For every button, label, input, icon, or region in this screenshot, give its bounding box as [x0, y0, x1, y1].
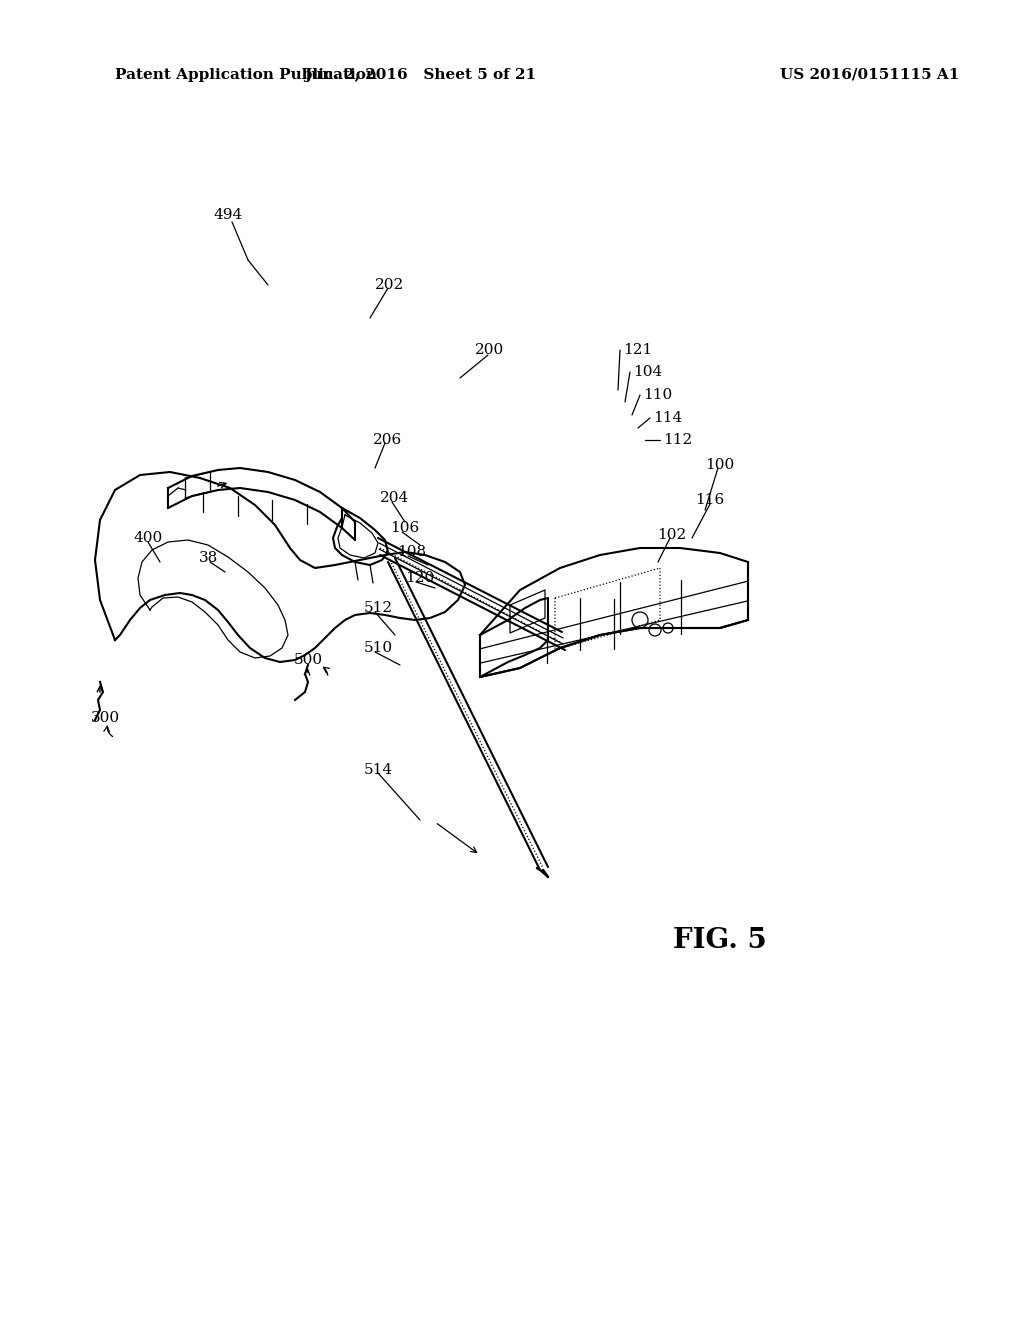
Text: 300: 300 — [90, 711, 120, 725]
Text: 110: 110 — [643, 388, 673, 403]
Text: 512: 512 — [364, 601, 392, 615]
Text: 494: 494 — [213, 209, 243, 222]
Text: 108: 108 — [397, 545, 427, 558]
Text: 200: 200 — [475, 343, 505, 356]
Text: 204: 204 — [380, 491, 410, 506]
Text: 400: 400 — [133, 531, 163, 545]
Text: Patent Application Publication: Patent Application Publication — [115, 69, 377, 82]
Text: FIG. 5: FIG. 5 — [673, 927, 767, 953]
Text: 500: 500 — [294, 653, 323, 667]
Text: 114: 114 — [653, 411, 683, 425]
Text: 100: 100 — [706, 458, 734, 473]
Text: 514: 514 — [364, 763, 392, 777]
Text: 38: 38 — [199, 550, 218, 565]
Text: 104: 104 — [634, 366, 663, 379]
Text: 510: 510 — [364, 642, 392, 655]
Text: 121: 121 — [624, 343, 652, 356]
Text: Jun. 2, 2016   Sheet 5 of 21: Jun. 2, 2016 Sheet 5 of 21 — [304, 69, 536, 82]
Text: 112: 112 — [664, 433, 692, 447]
Text: 102: 102 — [657, 528, 687, 543]
Text: 106: 106 — [390, 521, 420, 535]
Text: 116: 116 — [695, 492, 725, 507]
Text: 206: 206 — [374, 433, 402, 447]
Text: 120: 120 — [406, 572, 434, 585]
Text: US 2016/0151115 A1: US 2016/0151115 A1 — [780, 69, 959, 82]
Text: 202: 202 — [376, 279, 404, 292]
